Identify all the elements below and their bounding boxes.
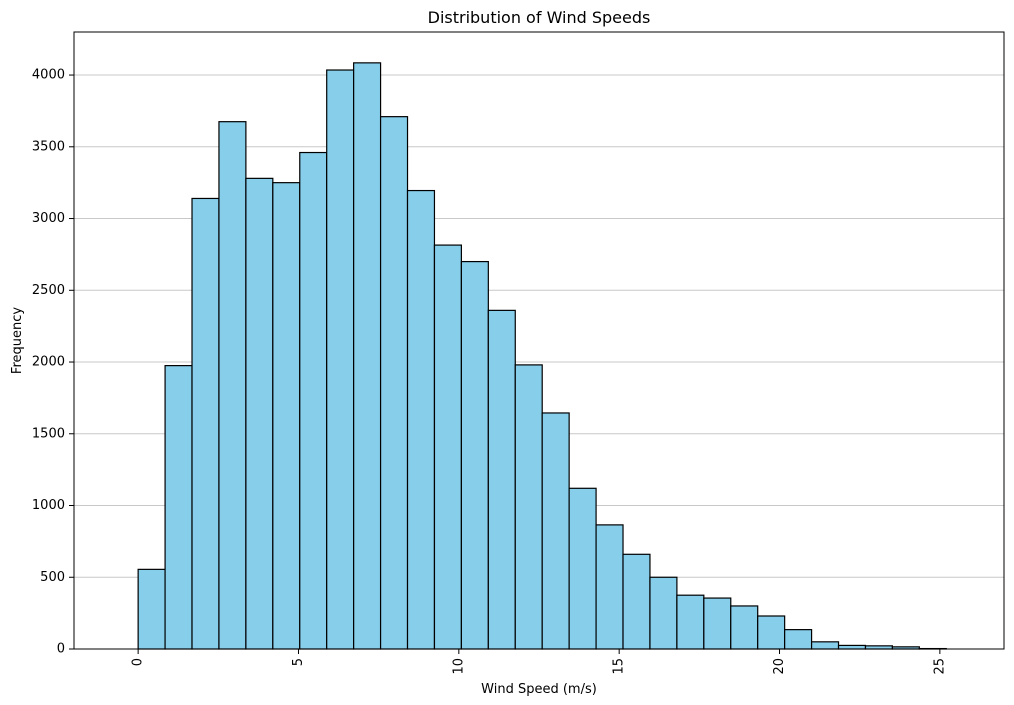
bars-layer (137, 62, 947, 650)
x-tick-label: 0 (131, 658, 146, 666)
y-tick-label: 2500 (32, 283, 65, 298)
histogram-bar (649, 576, 678, 650)
histogram-bar (433, 244, 462, 650)
y-tick-label: 500 (40, 570, 65, 585)
histogram-bar (622, 553, 651, 650)
histogram-bar (379, 116, 409, 650)
y-tick-label: 0 (57, 642, 65, 657)
y-tick-label: 3500 (32, 139, 65, 154)
plot-frame (73, 31, 1005, 650)
histogram-bar (837, 644, 867, 650)
histogram-bar (541, 412, 570, 650)
histogram-bar (218, 121, 247, 650)
histogram-bar (595, 524, 624, 650)
histogram-bar (810, 641, 840, 650)
histogram-bar (460, 260, 489, 650)
histogram-bar (514, 364, 543, 650)
histogram-bar (326, 69, 355, 650)
histogram-bar (272, 182, 301, 650)
y-axis: 0 500 1000 1500 2000 2500 3000 3500 4000 (32, 68, 74, 657)
y-tick-label: 4000 (32, 68, 65, 83)
chart-title: Distribution of Wind Speeds (428, 8, 651, 27)
histogram-bar (353, 62, 382, 650)
x-tick-label: 25 (932, 658, 947, 675)
y-tick-label: 3000 (32, 211, 65, 226)
x-axis-label: Wind Speed (m/s) (481, 682, 597, 697)
histogram-bar (676, 594, 705, 650)
histogram-bar (757, 615, 786, 650)
x-tick-label: 5 (291, 658, 306, 666)
histogram-bar (191, 197, 220, 650)
x-axis: 0 5 10 15 20 25 (131, 649, 947, 675)
histogram-bar (299, 151, 328, 650)
histogram-bar (568, 487, 597, 650)
histogram-bar (784, 629, 813, 650)
histogram-bar (245, 177, 274, 650)
y-tick-label: 1500 (32, 426, 65, 441)
y-tick-label: 1000 (32, 498, 65, 513)
histogram-bar (730, 605, 759, 650)
x-tick-label: 15 (612, 658, 627, 675)
x-tick-label: 10 (451, 658, 466, 675)
histogram-bar (703, 597, 732, 650)
y-axis-label: Frequency (10, 307, 25, 374)
histogram-bar (406, 189, 436, 650)
x-tick-label: 20 (772, 658, 787, 675)
histogram-bar (164, 365, 193, 650)
histogram-bar (487, 309, 516, 650)
histogram-bar (137, 568, 166, 650)
y-tick-label: 2000 (32, 355, 65, 370)
